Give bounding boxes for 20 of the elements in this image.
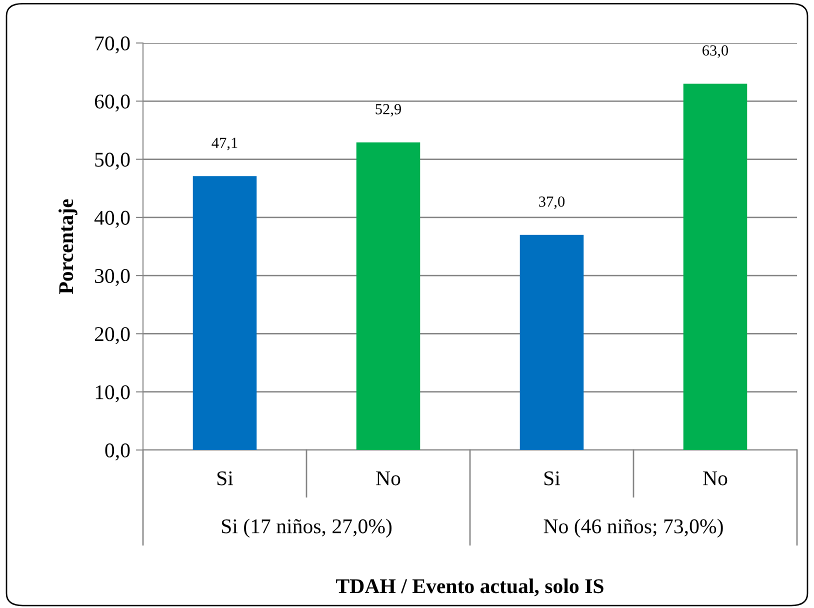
y-tick-label: 20,0 (94, 327, 130, 344)
data-label: 52,9 (376, 104, 401, 117)
text: No (46 niños; 73,0%) (544, 518, 723, 538)
data-label: 47,1 (212, 138, 238, 150)
x-tick-label: No (703, 471, 728, 486)
text: Si (17 niños, 27,0%) (222, 518, 392, 538)
x-axis-title: TDAH / Evento actual, solo IS (336, 578, 604, 596)
y-tick-label: 0,0 (105, 443, 130, 460)
y-tick-label: 10,0 (96, 385, 130, 402)
y-tick-label: 50,0 (95, 152, 130, 170)
y-tick-label: 60,0 (94, 94, 130, 112)
data-label: 37,0 (539, 196, 565, 209)
x-tick-label: Si (544, 471, 560, 486)
y-tick-label: 30,0 (95, 268, 130, 286)
y-axis-title: Porcentaje (58, 199, 78, 294)
x-tick-label: Si (217, 471, 234, 486)
y-tick-label: 40,0 (94, 210, 130, 228)
y-tick-label: 70,0 (95, 36, 130, 54)
data-label: 63,0 (702, 45, 728, 58)
x-tick-label: No (376, 471, 400, 486)
